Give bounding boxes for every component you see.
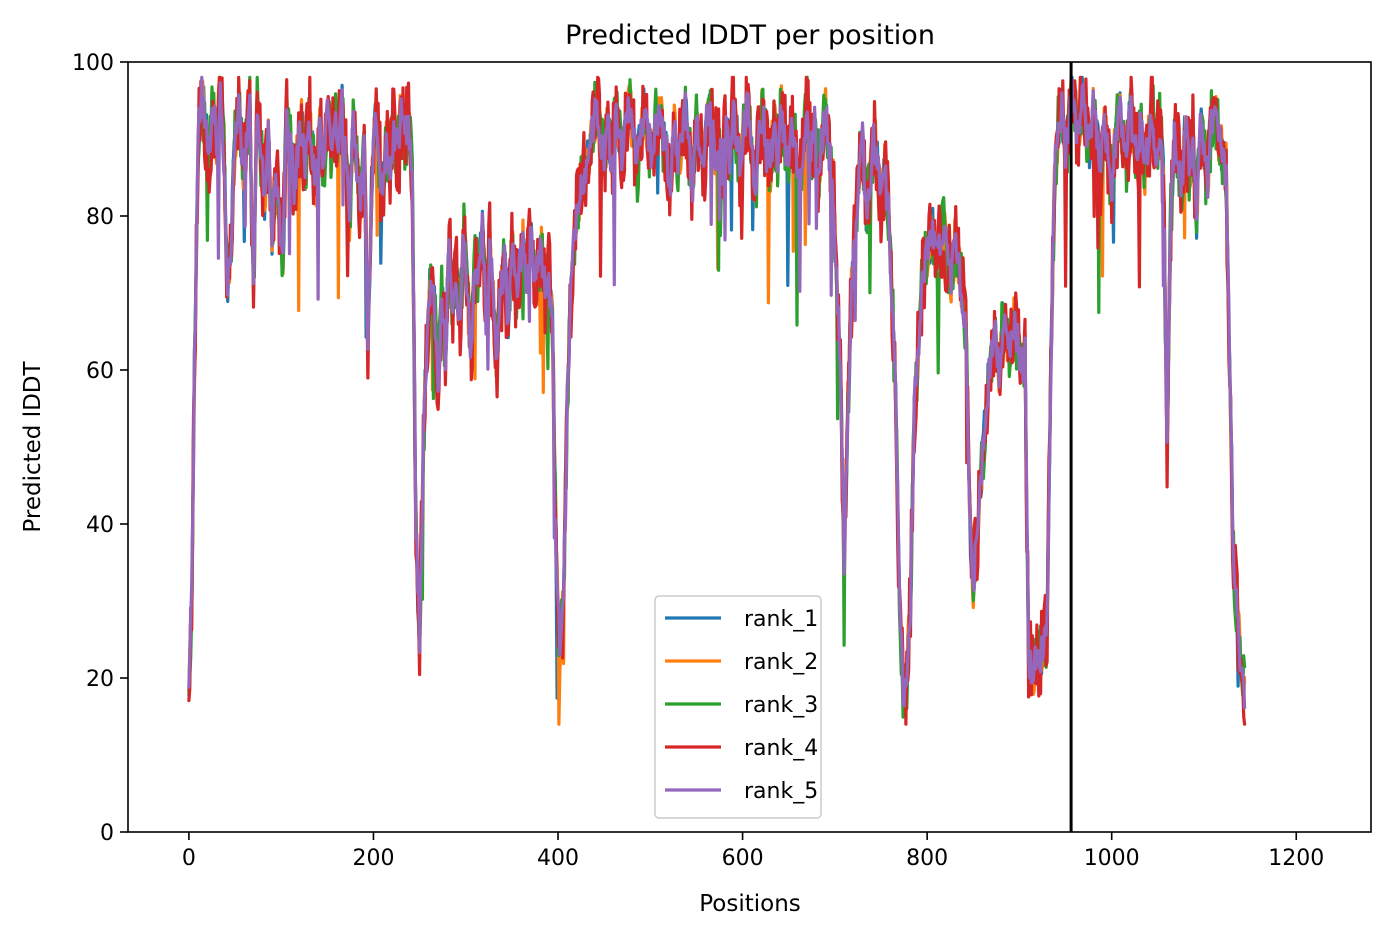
x-tick-label: 200 (352, 846, 394, 871)
x-tick-label: 400 (537, 846, 579, 871)
series-layer (187, 75, 1247, 726)
y-axis-label: Predicted lDDT (20, 360, 46, 532)
legend-label-rank_1: rank_1 (744, 607, 818, 632)
y-tick-label: 100 (72, 51, 114, 76)
y-tick-label: 20 (86, 667, 114, 692)
legend: rank_1 rank_2 rank_3 rank_4 rank_5 (654, 595, 822, 819)
series-line-rank_5 (187, 75, 1247, 710)
plot-frame (127, 61, 1372, 833)
y-tick-label: 60 (86, 359, 114, 384)
legend-label-rank_2: rank_2 (744, 650, 818, 675)
x-tick-label: 800 (906, 846, 948, 871)
x-tick-label: 1000 (1084, 846, 1140, 871)
y-tick-label: 40 (86, 513, 114, 538)
x-tick-label: 1200 (1268, 846, 1324, 871)
x-axis: 0 200 400 600 800 1000 1200 (182, 832, 1324, 871)
chart-title: Predicted lDDT per position (565, 20, 935, 51)
x-axis-label: Positions (699, 891, 801, 917)
y-tick-label: 80 (86, 205, 114, 230)
x-tick-label: 600 (722, 846, 764, 871)
y-axis: 0 20 40 60 80 100 (72, 51, 128, 846)
legend-label-rank_3: rank_3 (744, 693, 818, 718)
y-tick-label: 0 (100, 821, 114, 846)
legend-label-rank_4: rank_4 (744, 736, 818, 761)
x-tick-label: 0 (182, 846, 196, 871)
legend-box (654, 595, 822, 819)
legend-label-rank_5: rank_5 (744, 779, 818, 804)
